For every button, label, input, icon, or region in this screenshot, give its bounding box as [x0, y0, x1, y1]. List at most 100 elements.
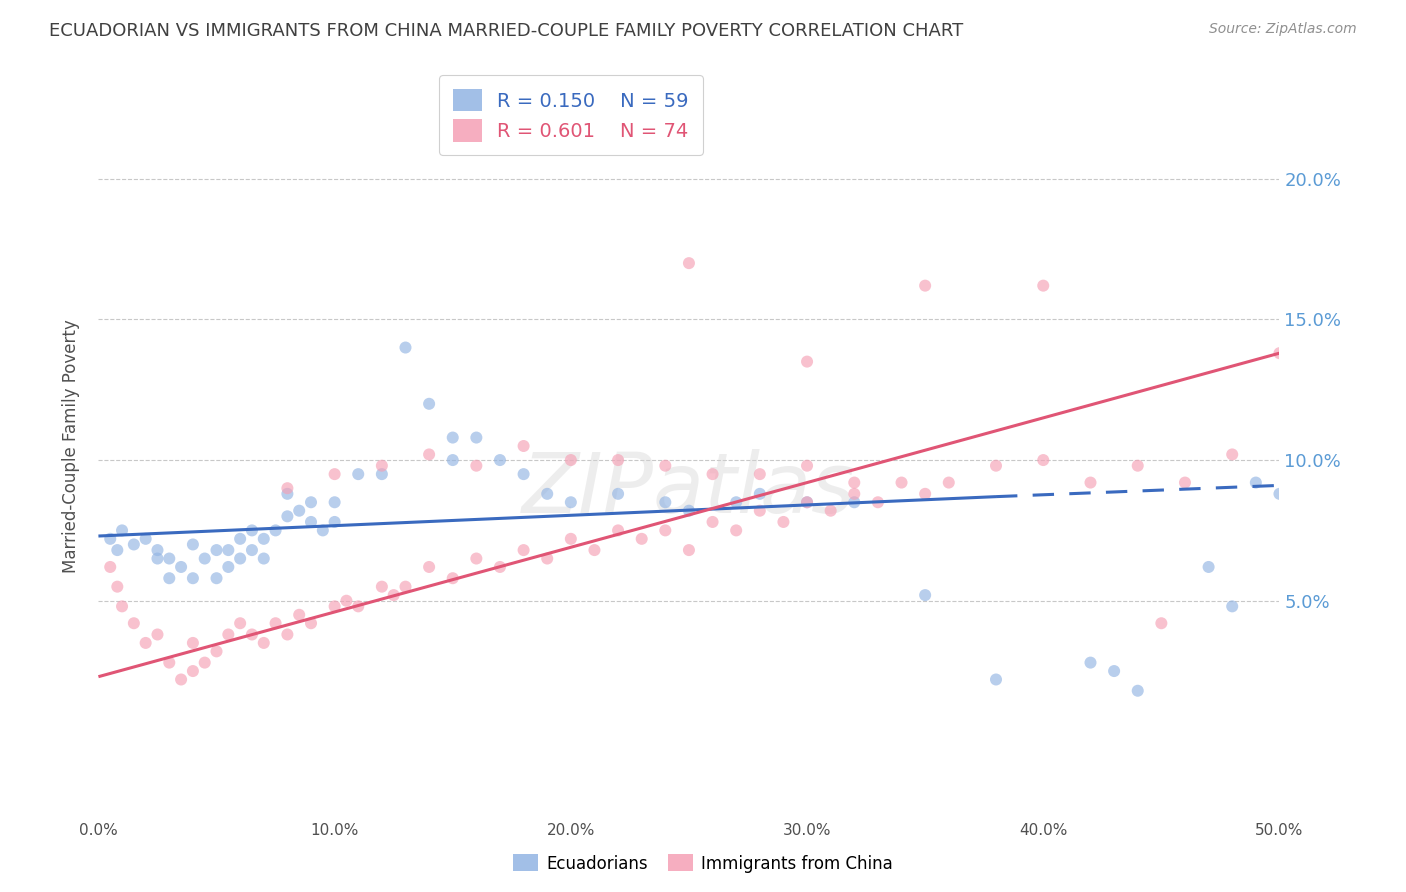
Point	[111, 524, 134, 538]
Point	[217, 627, 239, 641]
Point	[489, 453, 512, 467]
Point	[1198, 560, 1220, 574]
Point	[560, 495, 582, 509]
Point	[205, 543, 228, 558]
Point	[122, 537, 145, 551]
Point	[264, 524, 287, 538]
Point	[796, 354, 818, 368]
Legend: R = 0.150    N = 59, R = 0.601    N = 74: R = 0.150 N = 59, R = 0.601 N = 74	[439, 75, 703, 155]
Point	[240, 627, 263, 641]
Point	[276, 627, 298, 641]
Point	[217, 560, 239, 574]
Point	[371, 467, 394, 482]
Point	[371, 580, 394, 594]
Point	[181, 636, 204, 650]
Point	[418, 397, 440, 411]
Point	[465, 458, 488, 473]
Point	[157, 656, 180, 670]
Point	[323, 495, 346, 509]
Text: Source: ZipAtlas.com: Source: ZipAtlas.com	[1209, 22, 1357, 37]
Point	[288, 607, 311, 622]
Point	[938, 475, 960, 490]
Point	[1174, 475, 1197, 490]
Point	[1102, 664, 1125, 678]
Point	[299, 515, 322, 529]
Point	[323, 599, 346, 614]
Point	[844, 475, 866, 490]
Text: ECUADORIAN VS IMMIGRANTS FROM CHINA MARRIED-COUPLE FAMILY POVERTY CORRELATION CH: ECUADORIAN VS IMMIGRANTS FROM CHINA MARR…	[49, 22, 963, 40]
Point	[146, 627, 169, 641]
Point	[181, 664, 204, 678]
Point	[607, 453, 630, 467]
Point	[914, 588, 936, 602]
Point	[157, 571, 180, 585]
Point	[536, 551, 558, 566]
Point	[1268, 487, 1291, 501]
Point	[1126, 458, 1149, 473]
Point	[725, 524, 748, 538]
Point	[1220, 447, 1243, 461]
Point	[323, 515, 346, 529]
Point	[441, 453, 464, 467]
Point	[217, 543, 239, 558]
Point	[866, 495, 889, 509]
Point	[122, 616, 145, 631]
Point	[678, 504, 700, 518]
Point	[299, 616, 322, 631]
Point	[820, 504, 842, 518]
Point	[105, 543, 128, 558]
Point	[489, 560, 512, 574]
Point	[146, 551, 169, 566]
Point	[229, 616, 252, 631]
Point	[170, 560, 193, 574]
Point	[394, 580, 416, 594]
Point	[229, 551, 252, 566]
Point	[914, 487, 936, 501]
Point	[276, 509, 298, 524]
Point	[105, 580, 128, 594]
Point	[98, 532, 121, 546]
Point	[890, 475, 912, 490]
Point	[111, 599, 134, 614]
Point	[98, 560, 121, 574]
Point	[135, 636, 157, 650]
Point	[194, 551, 217, 566]
Point	[418, 447, 440, 461]
Point	[678, 256, 700, 270]
Legend: Ecuadorians, Immigrants from China: Ecuadorians, Immigrants from China	[506, 847, 900, 880]
Point	[583, 543, 606, 558]
Point	[299, 495, 322, 509]
Point	[702, 467, 724, 482]
Point	[702, 515, 724, 529]
Point	[796, 495, 818, 509]
Point	[1220, 599, 1243, 614]
Point	[288, 504, 311, 518]
Point	[465, 551, 488, 566]
Point	[240, 524, 263, 538]
Point	[748, 467, 770, 482]
Point	[1126, 683, 1149, 698]
Point	[630, 532, 652, 546]
Point	[607, 524, 630, 538]
Point	[678, 543, 700, 558]
Point	[335, 593, 357, 607]
Point	[1268, 346, 1291, 360]
Point	[347, 599, 370, 614]
Point	[654, 458, 676, 473]
Point	[560, 453, 582, 467]
Y-axis label: Married-Couple Family Poverty: Married-Couple Family Poverty	[62, 319, 80, 573]
Point	[157, 551, 180, 566]
Point	[844, 495, 866, 509]
Point	[1032, 453, 1054, 467]
Point	[560, 532, 582, 546]
Point	[772, 515, 794, 529]
Point	[465, 431, 488, 445]
Point	[205, 644, 228, 658]
Point	[135, 532, 157, 546]
Point	[984, 458, 1007, 473]
Point	[146, 543, 169, 558]
Point	[748, 487, 770, 501]
Point	[229, 532, 252, 546]
Point	[394, 341, 416, 355]
Point	[205, 571, 228, 585]
